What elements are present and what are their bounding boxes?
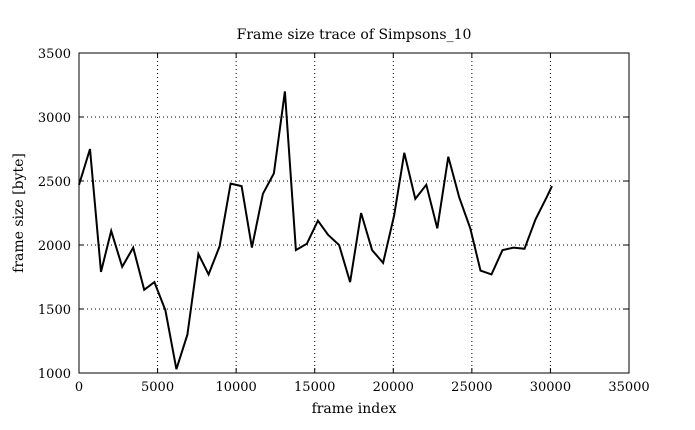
y-tick-label: 3500 <box>38 47 71 62</box>
y-tick-label: 2500 <box>38 175 71 190</box>
y-tick-labels: 1000 1500 2000 2500 3000 3500 <box>38 47 71 382</box>
y-tick-label: 1000 <box>38 367 71 382</box>
y-tick-label: 3000 <box>38 111 71 126</box>
x-tick-label: 35000 <box>608 380 649 395</box>
x-axis-label: frame index <box>312 401 397 417</box>
x-tick-label: 0 <box>75 380 83 395</box>
x-tick-label: 20000 <box>373 380 414 395</box>
y-tick-label: 2000 <box>38 239 71 254</box>
plot-frame <box>78 52 630 374</box>
y-tick-label: 1500 <box>38 303 71 318</box>
x-tick-label: 10000 <box>215 380 256 395</box>
series-line <box>78 91 553 370</box>
y-axis-label: frame size [byte] <box>11 153 27 273</box>
x-tick-label: 5000 <box>141 380 174 395</box>
x-tick-label: 30000 <box>530 380 571 395</box>
chart-title: Frame size trace of Simpsons_10 <box>237 27 472 43</box>
axis-ticks <box>78 52 630 374</box>
x-tick-label: 25000 <box>451 380 492 395</box>
grid <box>79 53 629 373</box>
x-tick-label: 15000 <box>294 380 335 395</box>
x-tick-labels: 0 5000 10000 15000 20000 25000 30000 35000 <box>75 380 650 395</box>
